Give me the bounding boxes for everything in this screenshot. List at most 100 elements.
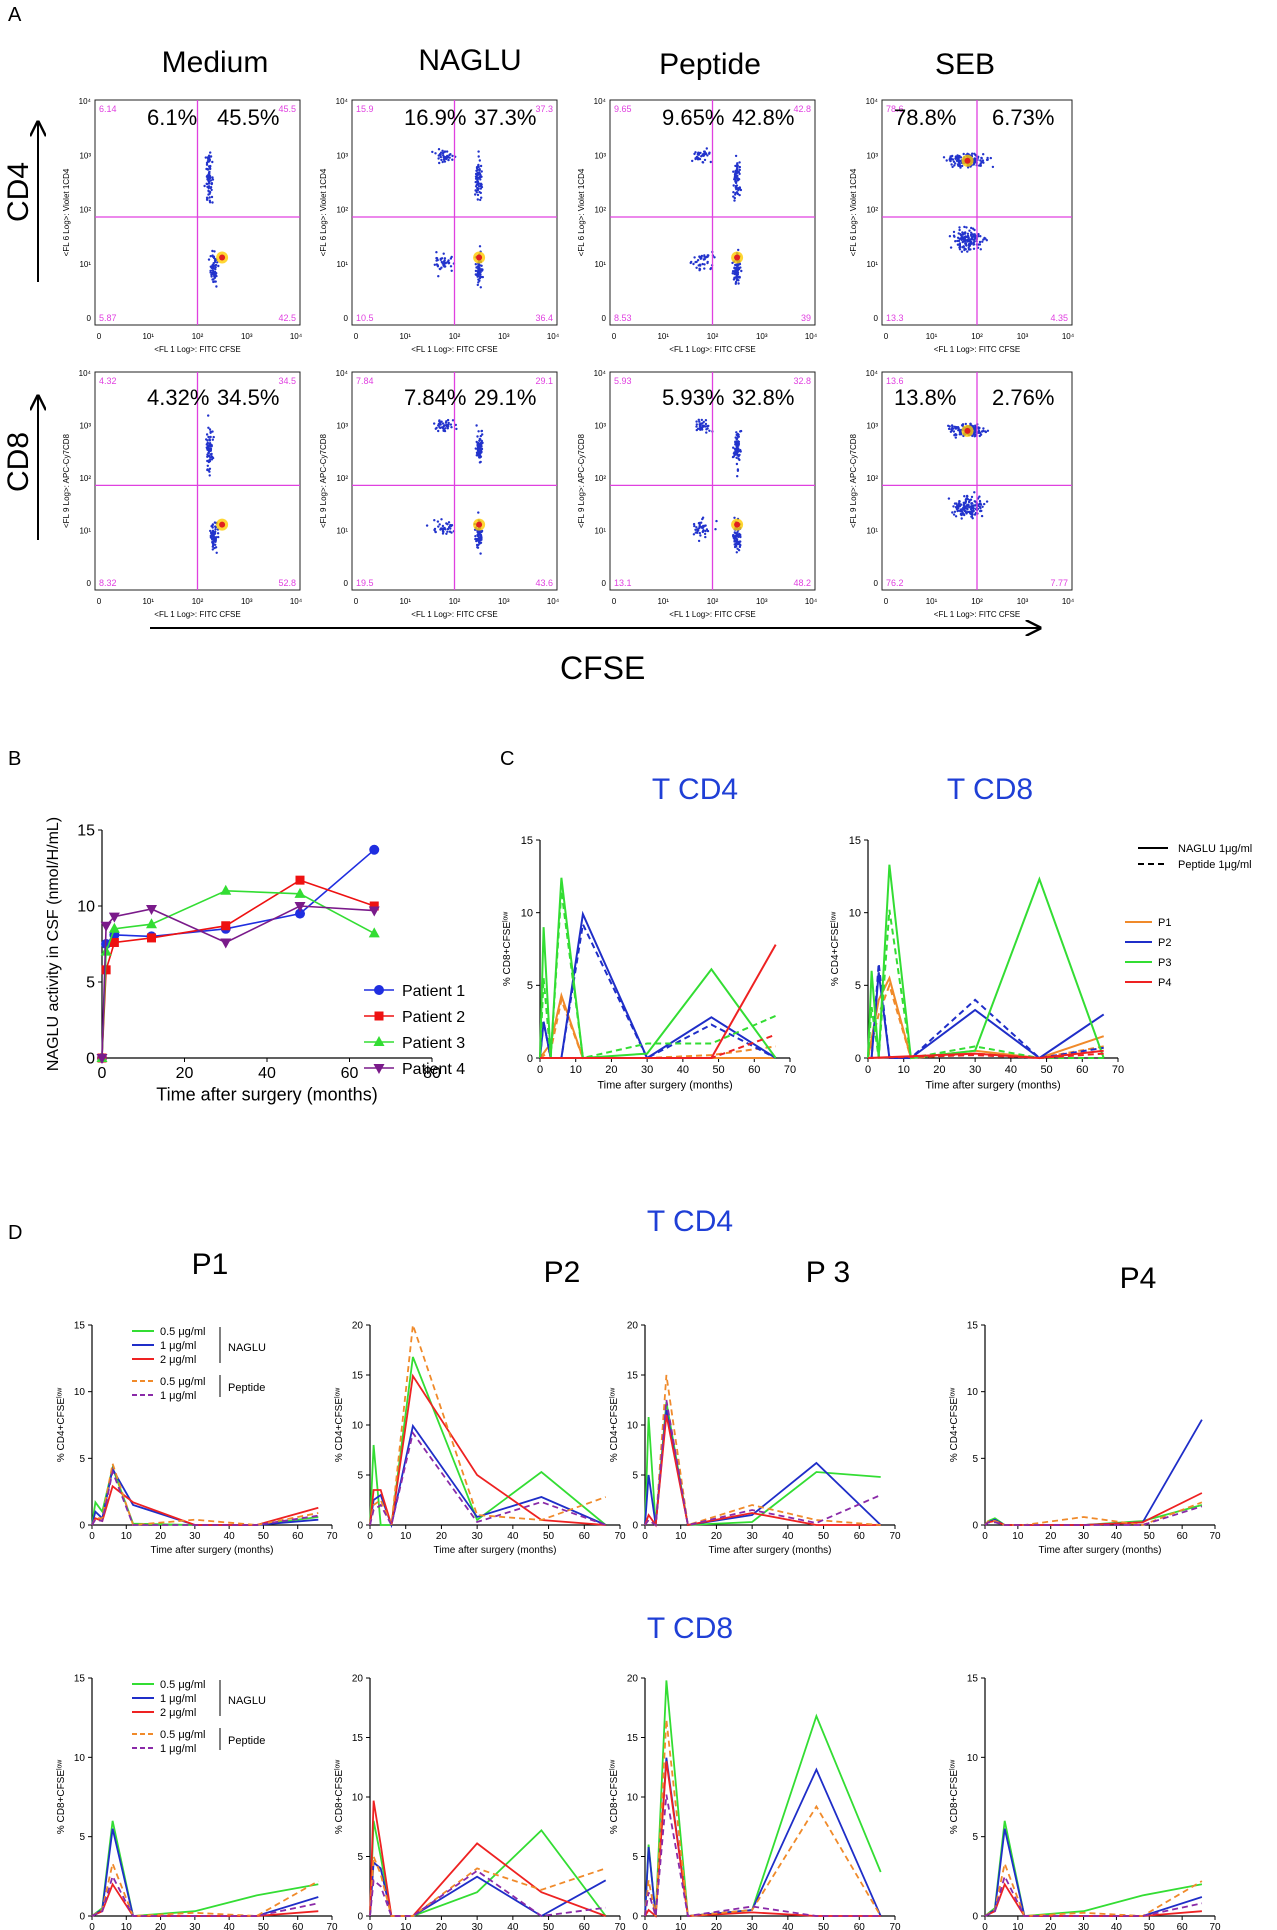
- y-axis-label: % CD4+CFSEˡᵒʷ: [830, 912, 841, 987]
- y-tick-label: 5: [855, 980, 861, 992]
- flow-event-dot: [438, 421, 442, 424]
- chart-d-legend: 0.5 μg/ml 1 μg/ml 2 μg/ml 0.5 μg/ml 1 μg/ml N…: [132, 1326, 266, 1402]
- d-patient-title-p2: P2: [543, 1256, 581, 1289]
- quadrant-value-bottom-right: 52.8: [278, 578, 296, 588]
- y-axis-label: NAGLU activity in CSF (nmol/H/mL): [45, 817, 62, 1071]
- flow-event-dot: [439, 151, 443, 154]
- legend-label: NAGLU 1μg/ml: [1178, 843, 1252, 855]
- flow-y-tick: 10³: [866, 151, 878, 160]
- series-line: [91, 1820, 319, 1917]
- flow-event-dot: [443, 429, 447, 433]
- flow-event-dot: [979, 164, 982, 167]
- flow-event-dot: [441, 532, 445, 535]
- data-point: [146, 918, 157, 929]
- legend-label: P2: [1158, 937, 1171, 949]
- flow-event-dot: [208, 199, 211, 202]
- flow-event-dot: [737, 266, 740, 270]
- data-point: [294, 902, 306, 912]
- flow-event-dot: [475, 191, 478, 194]
- flow-event-dot: [211, 529, 215, 532]
- flow-event-dot: [737, 248, 740, 252]
- flow-y-tick: 10¹: [594, 527, 606, 536]
- flow-event-dot: [734, 443, 737, 446]
- data-point: [295, 875, 305, 885]
- flow-event-dot: [955, 433, 958, 437]
- col-header-medium: Medium: [161, 46, 269, 79]
- flow-event-dot: [705, 431, 708, 434]
- flow-event-dot: [454, 423, 457, 427]
- flow-event-dot: [206, 157, 210, 161]
- flow-y-tick: 0: [874, 579, 879, 588]
- flow-y-label: <FL 6 Log>: Violet 1CD4: [849, 168, 858, 256]
- flow-event-dot: [474, 185, 478, 188]
- series-line: [369, 1430, 607, 1528]
- flow-event-dot: [948, 425, 951, 428]
- legend-label: Patient 2: [402, 1009, 465, 1026]
- flow-x-label: <FL 1 Log>: FITC CFSE: [154, 610, 240, 619]
- flow-event-dot: [443, 160, 447, 163]
- flow-event-dot: [211, 273, 214, 276]
- flow-event-dot: [979, 509, 982, 513]
- flow-event-dot: [480, 269, 484, 272]
- flow-event-dot: [977, 235, 980, 238]
- x-tick-label: 20: [605, 1064, 617, 1076]
- flow-event-dot: [703, 151, 706, 155]
- y-axis-label: % CD8+CFSEˡᵒʷ: [334, 1760, 345, 1835]
- legend-marker: [374, 985, 384, 995]
- flow-event-dot: [450, 269, 453, 272]
- flow-x-tick: 10²: [192, 597, 204, 606]
- flow-event-dot: [474, 263, 477, 266]
- flow-event-dot: [441, 152, 445, 155]
- flow-event-dot: [478, 532, 482, 536]
- flow-y-label: <FL 6 Log>: Violet 1CD4: [577, 168, 586, 256]
- flow-density-peak: [476, 254, 483, 261]
- flow-event-dot: [951, 158, 955, 161]
- panel-label-c: C: [500, 748, 515, 770]
- d-patient-title-p4: P4: [1119, 1262, 1157, 1295]
- y-tick-label: 10: [352, 1793, 364, 1804]
- percentage-right: 42.8%: [732, 105, 794, 130]
- flow-plot-cd8-seb: 13.6 76.2 7.77 13.8% 2.76% <FL 1 Log>: FITC C…: [849, 369, 1075, 619]
- flow-x-label: <FL 1 Log>: FITC CFSE: [934, 345, 1020, 354]
- flow-event-dot: [204, 156, 207, 159]
- x-tick-label: 0: [642, 1922, 648, 1930]
- flow-event-dot: [209, 186, 213, 189]
- flow-event-dot: [206, 185, 209, 189]
- flow-event-dot: [737, 178, 740, 182]
- flow-event-dot: [205, 167, 208, 171]
- flow-event-dot: [213, 276, 217, 279]
- flow-event-dot: [208, 439, 212, 442]
- flow-event-dot: [479, 438, 482, 441]
- flow-event-dot: [979, 162, 982, 165]
- flow-event-dot: [736, 164, 739, 167]
- y-tick-label: 15: [967, 1674, 979, 1685]
- x-tick-label: 20: [176, 1065, 194, 1082]
- flow-event-dot: [713, 256, 716, 259]
- flow-event-dot: [207, 182, 211, 185]
- legend-group-peptide: Peptide: [228, 1382, 265, 1394]
- flow-event-dot: [445, 150, 449, 153]
- flow-x-tick: 10⁴: [290, 597, 303, 606]
- flow-event-dot: [209, 431, 212, 434]
- flow-event-dot: [703, 263, 706, 266]
- quadrant-value-bottom-right: 39: [801, 313, 811, 323]
- series-line: [984, 1873, 1203, 1917]
- flow-event-dot: [703, 532, 707, 536]
- flow-event-dot: [447, 421, 450, 425]
- flow-event-dot: [703, 254, 706, 257]
- series-line: [984, 1504, 1203, 1526]
- x-tick-label: 0: [982, 1531, 988, 1542]
- flow-event-dot: [700, 526, 704, 529]
- flow-event-dot: [217, 264, 220, 268]
- percentage-right: 45.5%: [217, 105, 279, 130]
- flow-event-dot: [479, 164, 483, 168]
- flow-event-dot: [697, 539, 701, 543]
- flow-event-dot: [706, 154, 709, 157]
- flow-event-dot: [962, 503, 966, 506]
- flow-event-dot: [973, 429, 977, 432]
- series-line: [539, 920, 777, 1060]
- x-tick-label: 70: [614, 1922, 626, 1930]
- y-tick-label: 10: [74, 1387, 86, 1398]
- flow-event-dot: [738, 172, 741, 176]
- data-point: [369, 844, 380, 855]
